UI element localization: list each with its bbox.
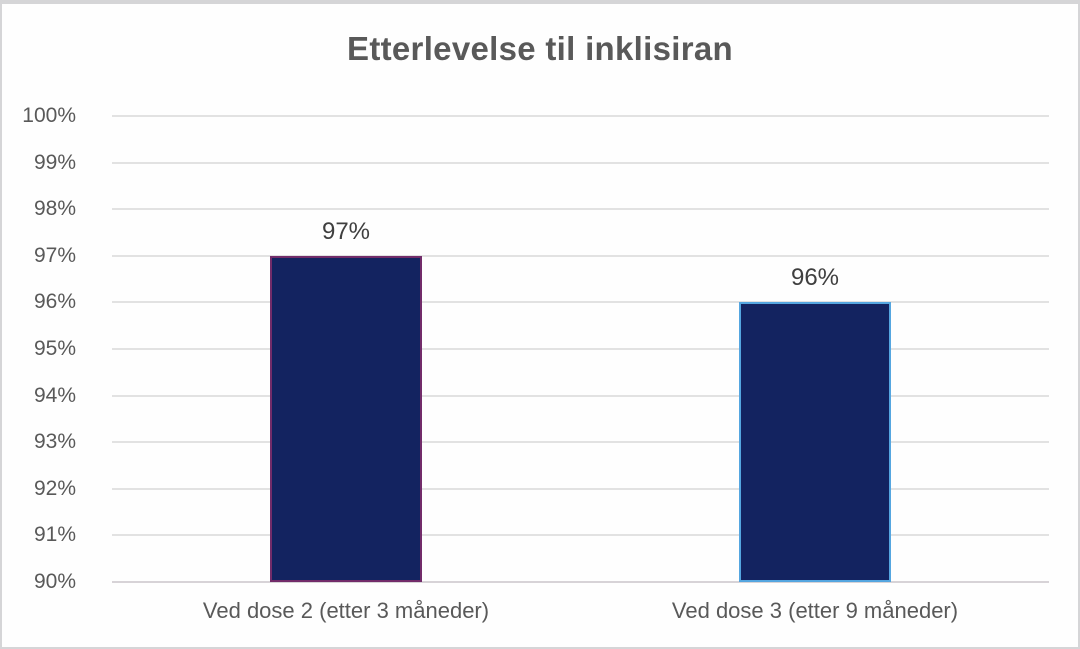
plot-area: 97% 96% xyxy=(112,115,1049,583)
gridline xyxy=(112,255,1049,257)
gridline xyxy=(112,162,1049,164)
x-category-label: Ved dose 2 (etter 3 måneder) xyxy=(202,598,490,623)
y-tick-label: 92% xyxy=(33,477,76,500)
bar-value-label: 97% xyxy=(321,218,371,245)
bar xyxy=(739,302,891,582)
y-tick-label: 98% xyxy=(33,197,76,220)
bar xyxy=(270,256,422,582)
y-tick-label: 91% xyxy=(33,523,76,546)
gridline xyxy=(112,208,1049,210)
gridline xyxy=(112,534,1049,536)
gridline xyxy=(112,115,1049,117)
gridline xyxy=(112,441,1049,443)
y-tick-label: 93% xyxy=(33,430,76,453)
gridline xyxy=(112,301,1049,303)
bar-value-label: 96% xyxy=(790,264,840,291)
y-tick-label: 97% xyxy=(33,244,76,267)
y-tick-label: 99% xyxy=(33,151,76,174)
x-category-label: Ved dose 3 (etter 9 måneder) xyxy=(671,598,959,623)
gridline xyxy=(112,395,1049,397)
y-tick-label: 95% xyxy=(33,337,76,360)
y-tick-label: 96% xyxy=(33,290,76,313)
chart-title: Etterlevelse til inklisiran xyxy=(347,30,733,67)
y-tick-label: 94% xyxy=(33,384,76,407)
gridline xyxy=(112,488,1049,490)
gridline xyxy=(112,581,1049,583)
y-tick-label: 100% xyxy=(22,104,76,127)
y-tick-label: 90% xyxy=(33,570,76,593)
gridline xyxy=(112,348,1049,350)
